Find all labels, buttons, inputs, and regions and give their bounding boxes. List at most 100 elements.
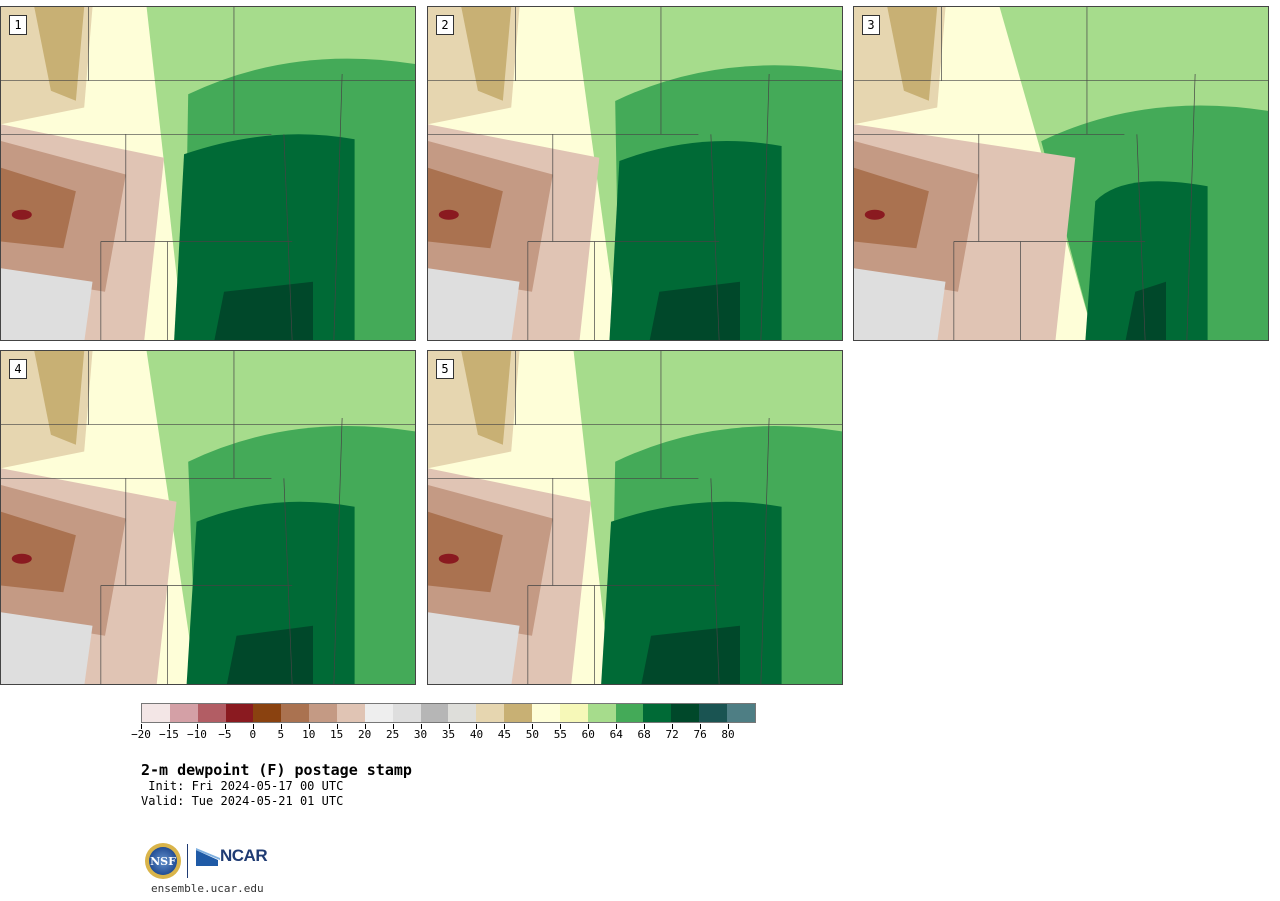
region-tan <box>34 351 85 445</box>
figure-title: 2-m dewpoint (F) postage stamp <box>141 761 412 779</box>
ncar-logo-icon: NCAR <box>196 846 268 866</box>
stamp-panel-4: 4 <box>0 350 416 685</box>
colorbar-tick-label: 80 <box>721 728 735 741</box>
colorbar-tick <box>420 724 422 729</box>
colorbar-tick-label: 60 <box>581 728 595 741</box>
colorbar-swatch <box>643 704 672 722</box>
colorbar-swatch <box>559 704 588 722</box>
logo-block: NSF NCAR <box>144 842 274 882</box>
region-maroon <box>438 553 459 564</box>
state-boundary <box>710 478 720 684</box>
region-grey <box>428 612 520 684</box>
colorbar-tick <box>252 724 254 729</box>
state-boundary <box>333 73 343 340</box>
state-boundary <box>1186 73 1196 340</box>
state-boundary <box>1136 134 1146 340</box>
state-boundary <box>333 417 343 684</box>
region-dry-brown <box>428 511 503 593</box>
region-tan <box>461 351 512 445</box>
region-dry-brown <box>428 167 503 249</box>
colorbar-swatch <box>169 704 198 722</box>
colorbar-tick <box>728 724 730 729</box>
colorbar-tick <box>588 724 590 729</box>
colorbar-tick <box>560 724 562 729</box>
init-time: Init: Fri 2024-05-17 00 UTC <box>141 779 344 793</box>
colorbar-ticks: −20 −15 −10 −5 0 5 10 15 20 25 30 35 40 45 50 55 60 64 68 7… <box>131 724 756 744</box>
map-panel-2 <box>428 7 842 340</box>
panel-label: 2 <box>436 15 454 35</box>
state-boundary <box>760 73 770 340</box>
region-grey <box>1 612 93 684</box>
state-boundary <box>760 417 770 684</box>
state-boundary <box>283 134 293 340</box>
colorbar-tick <box>532 724 534 729</box>
colorbar-swatch <box>615 704 644 722</box>
map-panel-3 <box>854 7 1268 340</box>
region-grey <box>1 268 93 340</box>
region-tan <box>34 7 85 101</box>
colorbar-tick <box>364 724 366 729</box>
colorbar-tick <box>504 724 506 729</box>
nsf-logo-icon: NSF <box>145 843 181 879</box>
region-maroon <box>11 209 32 220</box>
colorbar-tick-label: 45 <box>497 728 512 741</box>
colorbar-swatch <box>281 704 310 722</box>
colorbar-swatch <box>225 704 254 722</box>
colorbar-tick <box>448 724 450 729</box>
colorbar-tick-label: 5 <box>277 728 285 741</box>
colorbar-tick <box>392 724 394 729</box>
colorbar-swatch <box>671 704 700 722</box>
colorbar-swatch <box>587 704 616 722</box>
colorbar-swatch <box>699 704 728 722</box>
colorbar-tick <box>672 724 674 729</box>
region-tan <box>461 7 512 101</box>
region-dry-brown <box>854 167 929 249</box>
colorbar-tick <box>196 724 198 729</box>
region-dry-brown <box>1 167 76 249</box>
colorbar-tick-label: 20 <box>358 728 372 741</box>
region-darkest-green <box>214 281 313 340</box>
colorbar-tick <box>308 724 310 729</box>
colorbar-tick-label: 55 <box>553 728 567 741</box>
panel-label: 4 <box>9 359 27 379</box>
colorbar-tick-label: 64 <box>609 728 623 741</box>
valid-time: Valid: Tue 2024-05-21 01 UTC <box>141 794 344 808</box>
region-dark-green <box>1085 181 1208 340</box>
colorbar-swatch <box>364 704 393 722</box>
site-url: ensemble.ucar.edu <box>151 882 264 895</box>
colorbar-tick <box>644 724 646 729</box>
svg-text:NSF: NSF <box>150 855 176 868</box>
colorbar-tick-label: 76 <box>693 728 707 741</box>
panel-label: 3 <box>862 15 880 35</box>
panel-label: 5 <box>436 359 454 379</box>
region-darkest-green <box>641 625 740 684</box>
colorbar-tick-label: 40 <box>469 728 484 741</box>
colorbar-tick-label: 72 <box>665 728 679 741</box>
colorbar-swatch <box>727 704 755 722</box>
stamp-panel-3: 3 <box>853 6 1269 341</box>
state-boundary <box>710 134 720 340</box>
colorbar-swatch <box>392 704 421 722</box>
region-tan <box>887 7 938 101</box>
region-maroon <box>864 209 885 220</box>
panel-label: 1 <box>9 15 27 35</box>
map-panel-4 <box>1 351 415 684</box>
colorbar-tick-label: 30 <box>413 728 428 741</box>
map-panel-5 <box>428 351 842 684</box>
colorbar-swatch <box>504 704 533 722</box>
colorbar-swatch <box>532 704 560 722</box>
colorbar-tick <box>168 724 170 729</box>
colorbar-tick <box>224 724 226 729</box>
logo-divider <box>187 844 188 878</box>
colorbar-tick <box>700 724 702 729</box>
colorbar-tick <box>336 724 338 729</box>
region-maroon <box>438 209 459 220</box>
colorbar-tick-label: 35 <box>441 728 456 741</box>
colorbar-tick-label: −10 <box>186 728 207 741</box>
colorbar-tick-label: 50 <box>525 728 539 741</box>
colorbar-tick <box>141 724 142 729</box>
colorbar-tick-label: 25 <box>385 728 400 741</box>
region-maroon <box>11 553 32 564</box>
region-grey <box>854 268 946 340</box>
colorbar-tick-label: 10 <box>302 728 316 741</box>
